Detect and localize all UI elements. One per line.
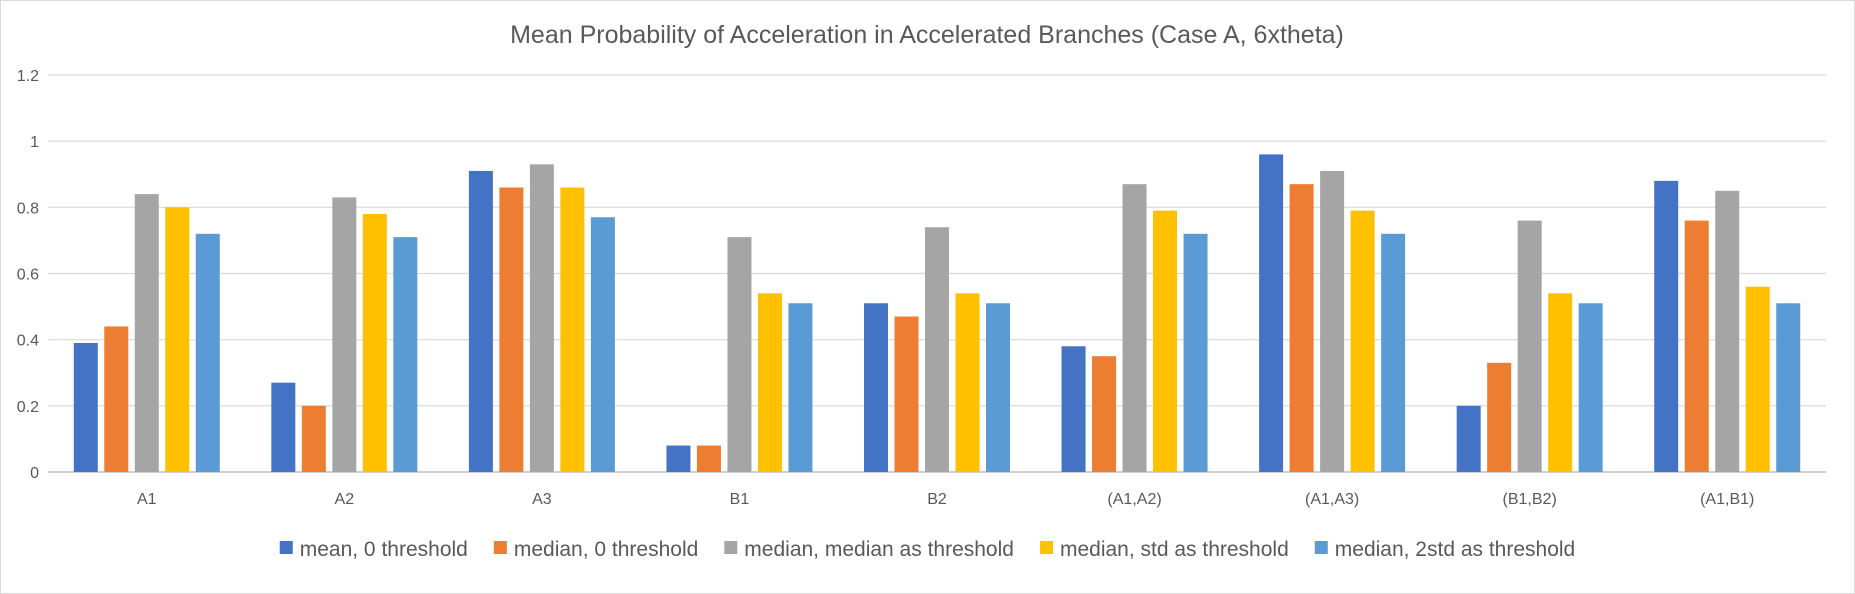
- x-tick-label: (B1,B2): [1503, 491, 1557, 508]
- x-tick-label: A1: [137, 491, 157, 508]
- bar: [727, 237, 752, 472]
- y-tick-label: 1: [30, 134, 39, 151]
- bar: [696, 445, 721, 472]
- bar: [757, 293, 782, 472]
- y-tick-label: 0: [30, 465, 39, 482]
- chart-title: Mean Probability of Acceleration in Acce…: [510, 21, 1344, 49]
- bar: [986, 303, 1010, 472]
- x-tick-label: A2: [335, 491, 355, 508]
- bar: [1654, 180, 1679, 472]
- x-axis-ticks: A1 A2 A3 B1 B2 (A1,A2) (A1,A3) (B1,B2) (A1,B1): [137, 491, 1754, 508]
- bar: [1153, 210, 1178, 472]
- y-tick-label: 0.6: [17, 267, 39, 284]
- legend-label: median, 2std as threshold: [1335, 538, 1575, 561]
- legend-swatch: [724, 541, 738, 554]
- legend-label: median, 0 threshold: [514, 538, 698, 561]
- bar: [499, 187, 524, 472]
- bar: [362, 213, 387, 472]
- bar: [1487, 362, 1512, 472]
- bar: [925, 227, 949, 472]
- bar: [1578, 303, 1603, 472]
- legend-label: median, median as threshold: [744, 538, 1014, 561]
- legend-label: mean, 0 threshold: [300, 538, 468, 561]
- bar: [195, 233, 220, 472]
- legend-swatch: [493, 541, 507, 554]
- x-tick-label: B1: [730, 491, 750, 508]
- bar: [1122, 184, 1147, 473]
- bar: [1456, 405, 1481, 472]
- bar: [1183, 233, 1208, 472]
- bar: [332, 197, 357, 473]
- legend: mean, 0 threshold median, 0 threshold medi…: [279, 538, 1575, 561]
- x-tick-label: A3: [532, 491, 552, 508]
- bar: [1776, 303, 1801, 472]
- x-tick-label: (A1,B1): [1700, 491, 1754, 508]
- bar: [104, 326, 129, 472]
- bar: [73, 342, 98, 472]
- bar: [1517, 220, 1542, 472]
- bar: [1061, 346, 1086, 472]
- y-tick-label: 1.2: [17, 68, 39, 85]
- y-tick-label: 0.8: [17, 200, 39, 217]
- bars: [73, 154, 1801, 473]
- y-axis-ticks: 0 0.2 0.4 0.6 0.8 1 1.2: [17, 68, 39, 482]
- legend-item: median, std as threshold: [1039, 538, 1289, 561]
- x-tick-label: B2: [927, 491, 947, 508]
- legend-swatch: [1039, 541, 1053, 554]
- bar: [301, 405, 326, 472]
- bar: [1745, 286, 1770, 472]
- bar: [1548, 293, 1573, 472]
- bar: [1381, 233, 1406, 472]
- legend-item: median, median as threshold: [724, 538, 1014, 561]
- bar: [666, 445, 691, 472]
- bar: [271, 382, 296, 472]
- bar: [864, 303, 888, 472]
- bar: [590, 217, 615, 472]
- bar: [165, 207, 190, 473]
- legend-swatch: [279, 541, 293, 554]
- x-tick-label: (A1,A2): [1107, 491, 1161, 508]
- bar: [468, 170, 493, 473]
- bar: [1684, 220, 1709, 472]
- y-tick-label: 0.2: [17, 399, 39, 416]
- legend-label: median, std as threshold: [1060, 538, 1289, 561]
- bar: [134, 194, 159, 472]
- y-tick-label: 0.4: [17, 333, 39, 350]
- bar: [393, 237, 418, 472]
- bar: [560, 187, 585, 472]
- bar: [955, 293, 980, 472]
- bar: [1715, 190, 1740, 472]
- bar: [1320, 170, 1345, 473]
- legend-item: mean, 0 threshold: [279, 538, 468, 561]
- legend-item: median, 0 threshold: [493, 538, 698, 561]
- x-tick-label: (A1,A3): [1305, 491, 1359, 508]
- legend-swatch: [1314, 541, 1328, 554]
- bar: [1289, 184, 1314, 473]
- bar: [1350, 210, 1375, 472]
- bar: [1092, 356, 1117, 472]
- bar: [788, 303, 813, 472]
- bar: [894, 316, 919, 472]
- bar: [1259, 154, 1284, 472]
- bar: [529, 164, 554, 472]
- legend-item: median, 2std as threshold: [1314, 538, 1575, 561]
